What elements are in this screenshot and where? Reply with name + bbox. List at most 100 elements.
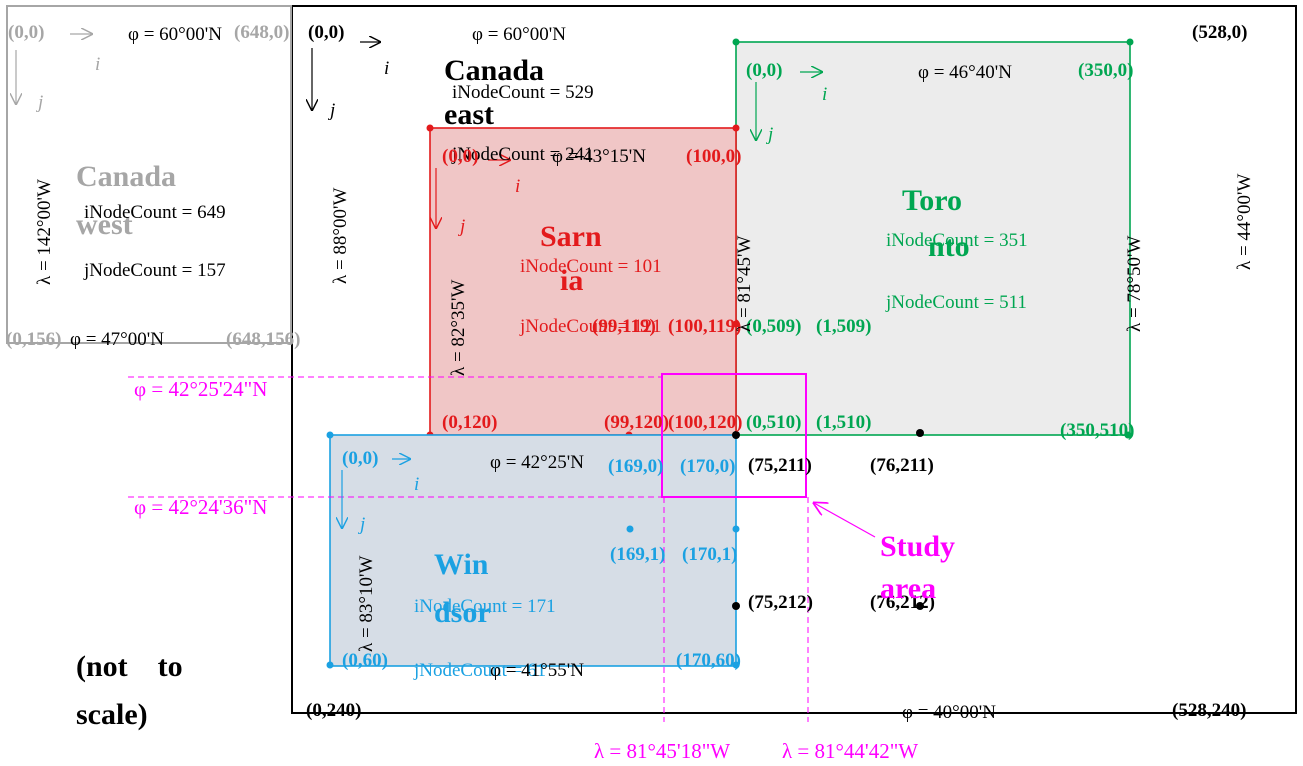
canada-east-name-line1: Canada [444,54,544,87]
toronto-corner-dot [732,38,740,46]
windsor-jnodecount: jNodeCount = 61 [413,660,546,681]
toronto-corner-dot [1124,431,1132,439]
canada-east-j-label: j [327,100,335,121]
sarnia-jnodecount: jNodeCount = 121 [519,316,662,337]
windsor-i-label: i [414,474,419,495]
windsor-lon-left: λ = 83°10'W [356,556,377,652]
windsor-node-dot [626,525,634,533]
canada-east-node-dot [916,602,924,610]
sarnia-node-100-119: (100,119) [668,316,741,337]
toronto-corner-tl: (0,0) [746,60,782,81]
sarnia-lon-right: λ = 81°45'W [734,236,755,332]
windsor-corner-bl: (0,60) [342,650,388,671]
sarnia-name-line1: Sarn [540,220,602,253]
study-area-pointer-arrow [814,503,876,538]
sarnia-inodecount: iNodeCount = 101 [520,256,662,277]
toronto-node-1-509: (1,509) [816,316,871,337]
windsor-node-dot [732,525,740,533]
canada-east-corner-br: (528,240) [1172,700,1246,721]
sarnia-corner-bl: (0,120) [442,412,497,433]
canada-east-node-76-212: (76,212) [870,592,935,613]
canada-east-lon-right: λ = 44°00'W [1234,174,1255,270]
canada-east-corner-tr: (528,0) [1192,22,1247,43]
windsor-inodecount: iNodeCount = 171 [414,596,556,617]
canada-east-i-label: i [384,58,389,79]
sarnia-i-label: i [515,176,520,197]
windsor-node-170-1: (170,1) [682,544,737,565]
canada-west-j-label: j [35,92,43,113]
toronto-j-label: j [765,124,773,145]
study-area-label-line1: Study [880,530,955,563]
study-area-lat-lower: φ = 42°24'36"N [134,495,267,519]
canada-east-corner-tl: (0,0) [308,22,344,43]
toronto-inodecount: iNodeCount = 351 [886,230,1028,251]
not-to-scale-note-line1: (not to [76,650,183,683]
toronto-node-1-510: (1,510) [816,412,871,433]
canada-west-lat-bottom: φ = 47°00'N [70,329,164,350]
canada-west-jnodecount: jNodeCount = 157 [83,260,226,281]
windsor-node-170-0: (170,0) [680,456,735,477]
sarnia-domain [429,127,737,436]
canada-east-node-75-212: (75,212) [748,592,813,613]
canada-east-lon-left: λ = 88°00'W [330,188,351,284]
toronto-node-0-509: (0,509) [746,316,801,337]
canada-east-node-76-211: (76,211) [870,455,934,476]
windsor-corner-tl: (0,0) [342,448,378,469]
toronto-corner-br: (350,510) [1060,420,1134,441]
windsor-name-line1: Win [434,548,489,581]
windsor-corner-dot [326,431,334,439]
canada-east-node-dot [732,602,740,610]
windsor-name-line2: dsor [434,596,491,629]
toronto-corner-dot [1126,38,1134,46]
canada-east-lat-bottom: φ = 40°00'N [902,702,996,723]
study-area-lat-upper: φ = 42°25'24"N [134,377,267,401]
canada-west-corner-tr: (648,0) [234,22,289,43]
sarnia-corner-dot [426,124,434,132]
canada-east-node-dot [732,431,740,439]
windsor-j-label: j [357,514,365,535]
toronto-jnodecount: jNodeCount = 511 [885,292,1027,313]
toronto-name-line1: Toro [902,184,962,217]
sarnia-node-99-119: (99,119) [592,316,656,337]
study-area-lon-left: λ = 81°45'18"W [594,739,730,763]
sarnia-j-label: j [457,216,465,237]
canada-west-domain [6,5,292,344]
windsor-node-169-1: (169,1) [610,544,665,565]
toronto-lat-top: φ = 46°40'N [918,62,1012,83]
sarnia-corner-tl: (0,0) [442,146,478,167]
canada-east-corner-bl: (0,240) [306,700,361,721]
sarnia-node-dot [732,320,740,328]
toronto-lon-right: λ = 78°50'W [1124,236,1145,332]
canada-west-corner-tl: (0,0) [8,22,44,43]
canada-east-inodecount: iNodeCount = 529 [452,82,594,103]
toronto-name-line2: nto [928,230,970,263]
canada-west-corner-bl: (0,156) [6,329,61,350]
windsor-corner-dot [732,661,740,669]
canada-west-name-line1: Canada [76,160,176,193]
canada-east-domain-border [291,5,1297,714]
canada-east-jnodecount: jNodeCount = 241 [451,144,594,165]
windsor-lat-bottom: φ = 41°55'N [490,660,584,681]
windsor-corner-dot [326,661,334,669]
toronto-corner-tr: (350,0) [1078,60,1133,81]
sarnia-corner-tr: (100,0) [686,146,741,167]
canada-east-node-dot [916,429,924,437]
canada-east-lat-top: φ = 60°00'N [472,24,566,45]
canada-west-inodecount: iNodeCount = 649 [84,202,226,223]
windsor-node-169-0: (169,0) [608,456,663,477]
toronto-domain [735,41,1131,436]
windsor-lat-top: φ = 42°25'N [490,452,584,473]
study-area-label-line2: area [880,572,936,605]
not-to-scale-note-line2: scale) [76,698,148,731]
canada-east-node-75-211: (75,211) [748,455,812,476]
sarnia-node-100-120: (100,120) [668,412,742,433]
toronto-node-0-510: (0,510) [746,412,801,433]
canada-west-lat-top: φ = 60°00'N [128,24,222,45]
canada-west-corner-br: (648,156) [226,329,300,350]
toronto-i-label: i [822,84,827,105]
study-area-lon-right: λ = 81°44'42"W [782,739,918,763]
canada-west-lon-left: λ = 142°00'W [34,179,55,285]
sarnia-name-line2: ia [560,264,583,297]
canada-west-name-line2: west [76,208,133,241]
